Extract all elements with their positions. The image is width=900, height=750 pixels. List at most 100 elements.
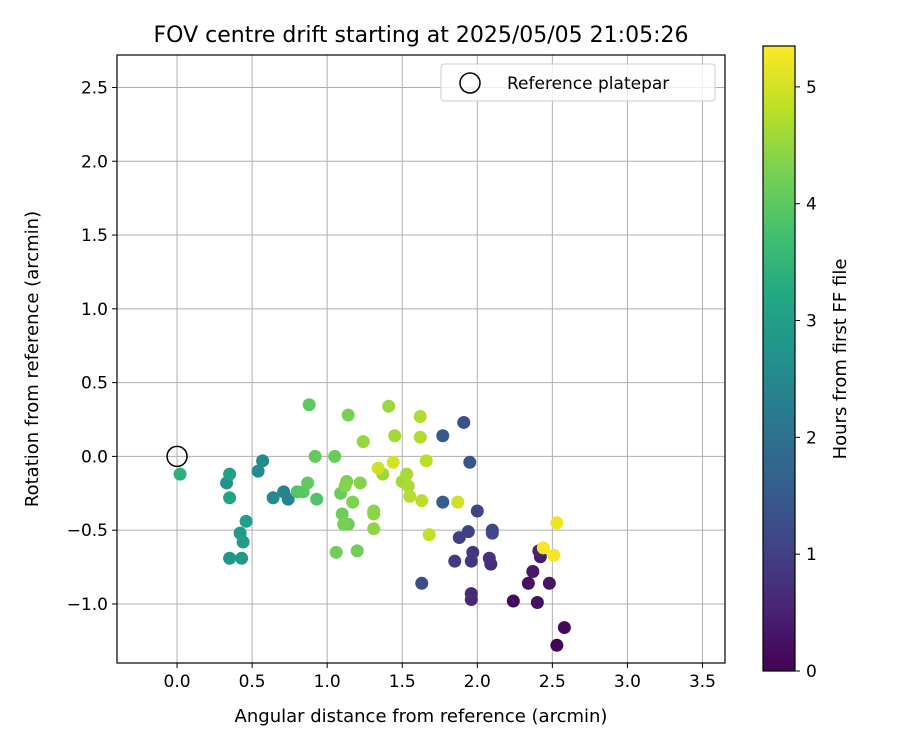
data-point [335, 507, 349, 521]
data-point [400, 467, 414, 481]
data-point [542, 576, 556, 590]
grid [117, 55, 725, 663]
data-point [536, 541, 550, 555]
y-tick-label: 0.0 [81, 447, 108, 467]
y-axis-label: Rotation from reference (arcmin) [22, 211, 43, 507]
data-points [173, 398, 571, 652]
x-tick-label: 1.0 [314, 672, 341, 692]
data-point [557, 621, 571, 635]
x-tick-label: 0.5 [239, 672, 266, 692]
data-point [464, 587, 478, 601]
data-point [448, 554, 462, 568]
colorbar-gradient [762, 45, 796, 672]
x-tick-label: 3.5 [689, 672, 716, 692]
data-point [457, 415, 471, 429]
data-point [415, 576, 429, 590]
data-point [251, 464, 265, 478]
data-point [530, 595, 544, 609]
data-point [388, 429, 402, 443]
data-point [302, 398, 316, 412]
data-point [371, 461, 385, 475]
plot-background [117, 55, 725, 663]
data-point [173, 467, 187, 481]
y-tick-label: 0.5 [81, 374, 108, 394]
data-point [308, 449, 322, 463]
data-point [266, 491, 280, 505]
data-point [236, 535, 250, 549]
colorbar-tick-label: 2 [806, 428, 817, 448]
data-point [223, 491, 237, 505]
data-point [463, 455, 477, 469]
data-point [547, 548, 561, 562]
data-point [413, 410, 427, 424]
x-axis-label: Angular distance from reference (arcmin) [235, 706, 608, 727]
colorbar-tick-label: 1 [806, 545, 817, 565]
data-point [466, 545, 480, 559]
data-point [413, 430, 427, 444]
data-point [277, 485, 291, 499]
data-point [223, 551, 237, 565]
data-point [506, 594, 520, 608]
data-point [337, 517, 351, 531]
plot-frame [116, 54, 726, 664]
data-point [550, 516, 564, 530]
data-point [328, 449, 342, 463]
legend-marker-open-circle [459, 72, 481, 94]
data-point [239, 514, 253, 528]
colorbar-tick-label: 5 [806, 78, 817, 98]
data-point [346, 495, 360, 509]
data-point [451, 495, 465, 509]
legend-box [440, 63, 716, 102]
data-point [338, 479, 352, 493]
data-point [310, 492, 324, 506]
data-point [256, 454, 270, 468]
colorbar-tick-label: 3 [806, 312, 817, 332]
data-point [353, 476, 367, 490]
x-tick-label: 3.0 [614, 672, 641, 692]
legend-label-reference-platepar: Reference platepar [507, 74, 669, 94]
colorbar-tick-label: 0 [806, 662, 817, 682]
data-point [436, 429, 450, 443]
colorbar: 0 1 2 3 4 5 Hours from first FF file [762, 45, 851, 682]
data-point [485, 526, 499, 540]
data-point [386, 455, 400, 469]
data-point [470, 504, 484, 518]
data-point [419, 454, 433, 468]
y-tick-label: 1.0 [81, 300, 108, 320]
y-tick-label: 1.5 [81, 226, 108, 246]
data-point [301, 476, 315, 490]
data-point [223, 467, 237, 481]
x-tick-label: 0.0 [164, 672, 191, 692]
data-point [341, 408, 355, 422]
data-point [482, 551, 496, 565]
data-point [382, 399, 396, 413]
data-point [550, 638, 564, 652]
y-tick-label: 2.5 [81, 78, 108, 98]
x-tick-label: 2.5 [539, 672, 566, 692]
data-point [526, 565, 540, 579]
x-axis-ticks: 0.0 0.5 1.0 1.5 2.0 2.5 3.0 3.5 [164, 663, 716, 692]
reference-marker-group [166, 445, 188, 468]
data-point [403, 489, 417, 503]
reference-platepar-marker [166, 445, 188, 468]
y-tick-label: 2.0 [81, 152, 108, 172]
data-point [356, 435, 370, 449]
data-point [235, 551, 249, 565]
data-point [329, 545, 343, 559]
y-tick-label: −0.5 [67, 521, 108, 541]
data-point [415, 494, 429, 508]
colorbar-tick-label: 4 [806, 195, 817, 215]
data-point [436, 495, 450, 509]
data-point [367, 507, 381, 521]
data-point [367, 522, 381, 536]
data-point [422, 528, 436, 542]
data-point [461, 525, 475, 539]
x-tick-label: 1.5 [389, 672, 416, 692]
data-point [350, 544, 364, 558]
colorbar-label: Hours from first FF file [830, 259, 851, 460]
x-tick-label: 2.0 [464, 672, 491, 692]
y-tick-label: −1.0 [67, 595, 108, 615]
data-point [521, 576, 535, 590]
data-point [401, 479, 415, 493]
